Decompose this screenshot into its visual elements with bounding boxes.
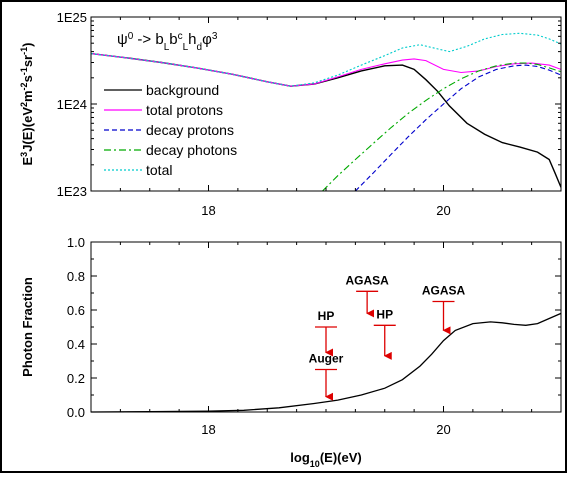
spectrum-plot: 1E25 1E24 1E23 18 20 E3J(E)(eV2m-2s-1sr-1) ψ0 … [19,10,562,218]
y-tick-label: 0.4 [67,337,85,352]
legend-label: total [146,162,172,178]
y-tick-label: 1.0 [67,235,85,250]
legend-label: total protons [146,102,223,118]
limit-label: AGASA [422,284,466,298]
y-tick-label: 1E24 [57,97,87,112]
y-tick-label: 0.2 [67,371,85,386]
y-axis-label: Photon Fraction [20,277,35,377]
limit-label: HP [376,307,393,321]
limit-label: AGASA [345,273,389,287]
limit-label: Auger [309,352,344,366]
y-tick-label: 1E25 [57,10,87,25]
photon-fraction-plot: 1.0 0.8 0.6 0.4 0.2 0.0 18 20 Photon Fraction log… [20,235,562,469]
process-formula: ψ0 -> bLbcLhdφ3 [117,31,218,53]
limit-label: HP [318,309,335,323]
y-tick-label: 0.6 [67,303,85,318]
x-tick-label: 18 [201,203,215,218]
series-line-total [91,32,561,87]
legend-label: decay protons [146,122,234,138]
photon-fraction-line [90,312,562,413]
x-tick-label: 20 [436,422,450,437]
series-line-decay-protons [355,64,561,191]
y-tick-label: 0.8 [67,269,85,284]
y-tick-label: 0.0 [67,405,85,420]
legend-label: decay photons [146,142,237,158]
x-tick-label: 18 [201,422,215,437]
y-axis-label: E3J(E)(eV2m-2s-1sr-1) [19,43,35,166]
y-tick-label: 1E23 [57,184,87,199]
x-tick-label: 20 [436,203,450,218]
x-axis-label: log10(E)(eV) [290,450,361,469]
legend-label: background [146,82,219,98]
series-line-decay-photons [322,62,561,191]
